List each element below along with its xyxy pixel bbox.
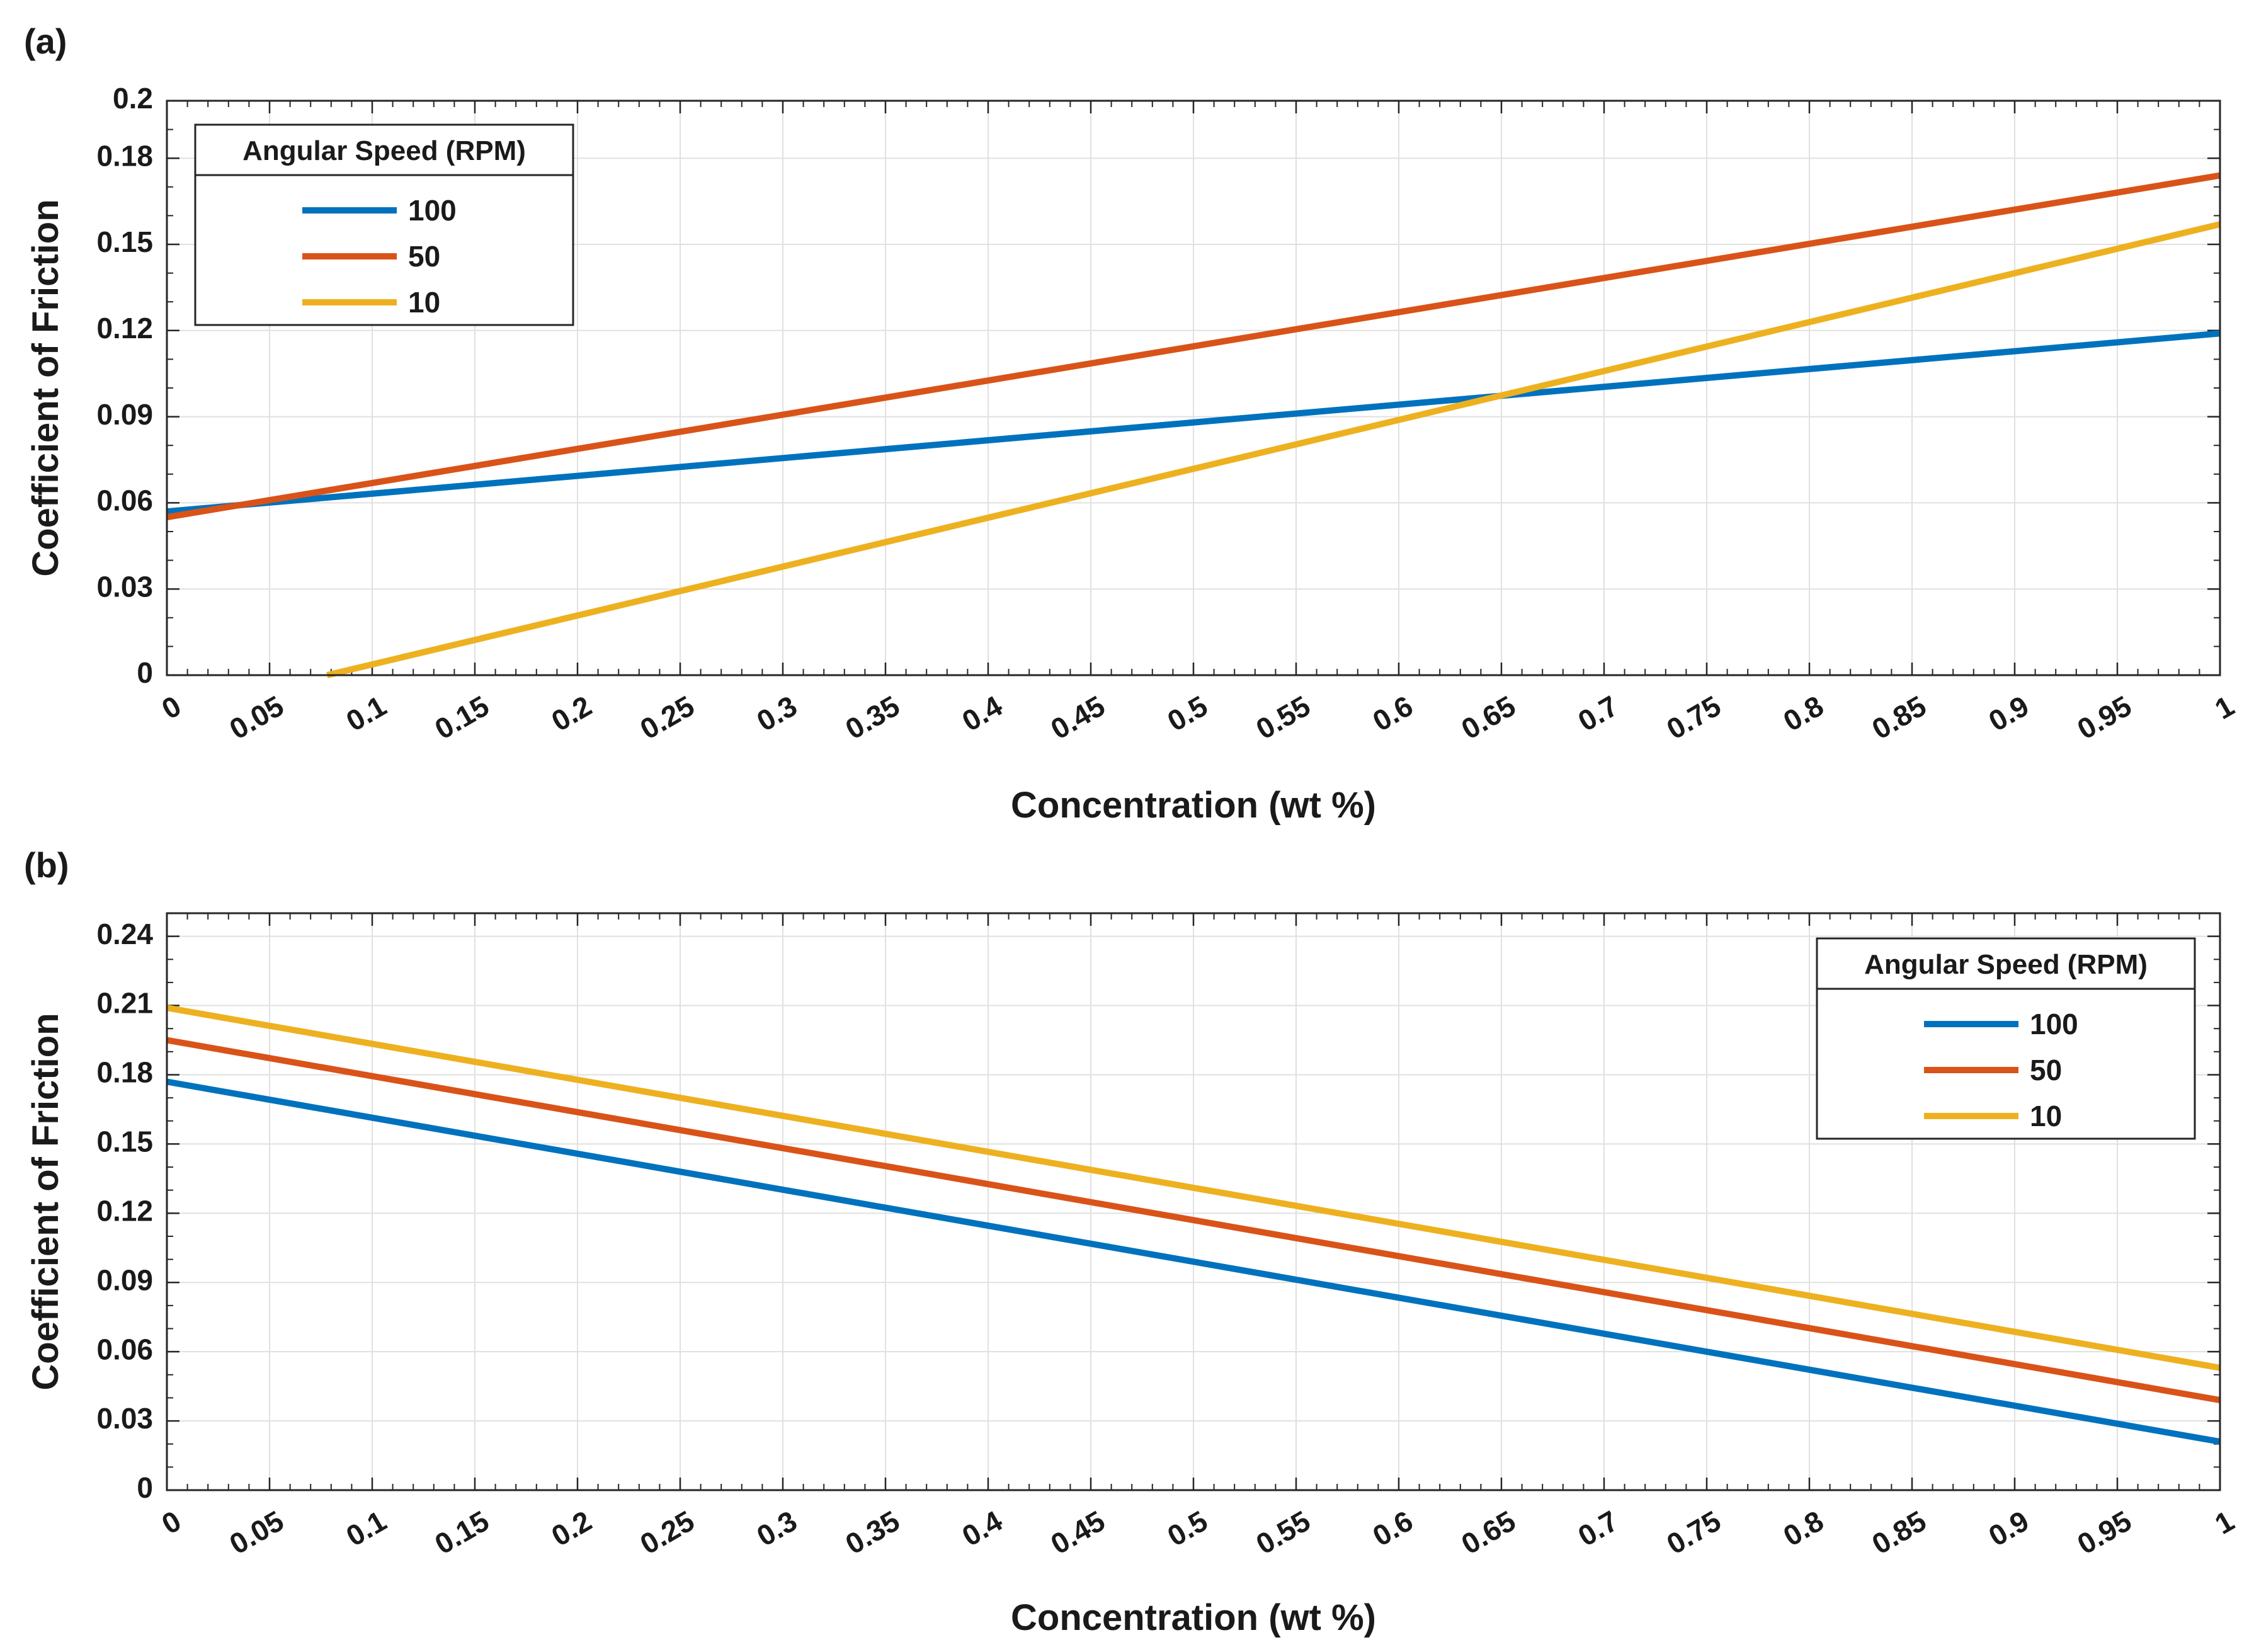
chart-panel-b: (b) 0 0.05 0.1 0.15 0.2 0.25 0.3 0.35 0.4 0.45 0.5 0…	[24, 845, 2240, 1638]
y-tick-label: 0.24	[96, 918, 153, 950]
y-tick-label: 0.12	[96, 1194, 153, 1227]
legend-label-10: 10	[2030, 1100, 2062, 1132]
y-tick-label: 0.2	[113, 82, 153, 115]
x-tick-label: 0.5	[1162, 1504, 1213, 1552]
y-tick-label: 0.03	[96, 570, 153, 603]
legend-label-50: 50	[2030, 1054, 2062, 1086]
legend-label-100: 100	[2030, 1008, 2078, 1040]
x-tick-label: 0.2	[546, 689, 597, 738]
series-line-10-rpm	[326, 221, 2221, 678]
y-tick-label: 0.12	[96, 312, 153, 345]
legend: Angular Speed (RPM) 100 50 10	[194, 123, 574, 326]
x-tick-label: 0.75	[1661, 1504, 1727, 1561]
legend-title: Angular Speed (RPM)	[242, 135, 526, 166]
x-tick-label: 0.35	[840, 689, 906, 746]
series-line-50-rpm	[166, 172, 2221, 521]
y-tick-label: 0.18	[96, 1056, 153, 1089]
legend-label-50: 50	[408, 240, 440, 273]
x-tick-label: 0.55	[1251, 689, 1316, 746]
x-tick-label: 0.95	[2072, 689, 2137, 746]
axes-box	[166, 912, 2221, 1491]
legend-box	[194, 123, 574, 326]
x-tick-label: 0.2	[546, 1504, 597, 1552]
x-tick-label: 0.9	[1983, 1504, 2034, 1552]
x-tick-label: 0	[156, 1504, 186, 1541]
x-tick-label: 0.1	[341, 1504, 392, 1552]
y-tick-label: 0.09	[96, 398, 153, 431]
series-line-100-rpm	[166, 330, 2221, 515]
panel-label: (a)	[24, 21, 67, 61]
x-tick-label: 0.75	[1661, 689, 1727, 746]
legend-title: Angular Speed (RPM)	[1864, 949, 2148, 980]
y-tick-label: 0	[137, 656, 153, 689]
x-tick-label: 1	[2209, 689, 2240, 726]
x-tick-label: 0.4	[957, 689, 1008, 738]
x-tick-label: 0.6	[1367, 1504, 1418, 1552]
y-tick-label: 0.09	[96, 1263, 153, 1296]
x-tick-label: 1	[2209, 1504, 2240, 1541]
y-tick-label: 0.03	[96, 1402, 153, 1435]
x-tick-label: 0.3	[751, 689, 802, 738]
x-tick-label: 0.35	[840, 1504, 906, 1561]
panel-label: (b)	[24, 845, 69, 885]
axes-box	[166, 100, 2221, 676]
legend-label-100: 100	[408, 194, 457, 227]
y-tick-label: 0.15	[96, 1125, 153, 1158]
x-tick-label: 0.25	[635, 689, 700, 746]
x-tick-label: 0.45	[1045, 689, 1111, 746]
x-axis-title: Concentration (wt %)	[1011, 1597, 1376, 1638]
x-tick-label: 0.5	[1162, 689, 1213, 738]
x-tick-label: 0.1	[341, 689, 392, 738]
x-tick-label: 0.7	[1573, 689, 1624, 738]
x-tick-label: 0.4	[957, 1504, 1008, 1552]
legend: Angular Speed (RPM) 100 50 10	[1816, 937, 2196, 1140]
y-tick-label: 0.18	[96, 139, 153, 172]
y-tick-label: 0.06	[96, 484, 153, 517]
y-axis-title: Coefficient of Friction	[25, 1013, 66, 1390]
x-tick-label: 0.05	[224, 689, 290, 746]
series-line-100-rpm	[166, 1078, 2221, 1445]
x-tick-label: 0.65	[1456, 689, 1522, 746]
x-tick-label: 0.85	[1867, 1504, 1932, 1561]
y-axis-title: Coefficient of Friction	[25, 199, 66, 576]
x-tick-label: 0.8	[1778, 689, 1829, 738]
x-tick-label: 0.45	[1045, 1504, 1111, 1561]
x-tick-label: 0.05	[224, 1504, 290, 1561]
y-tick-label: 0.06	[96, 1333, 153, 1365]
series-line-10-rpm	[166, 1005, 2221, 1371]
x-axis-title: Concentration (wt %)	[1011, 785, 1376, 826]
x-tick-label: 0.6	[1367, 689, 1418, 738]
series-line-50-rpm	[166, 1037, 2221, 1404]
x-tick-label: 0	[156, 689, 186, 726]
x-tick-label: 0.85	[1867, 689, 1932, 746]
x-tick-label: 0.95	[2072, 1504, 2137, 1561]
x-tick-label: 0.7	[1573, 1504, 1624, 1552]
x-tick-label: 0.15	[430, 689, 495, 746]
legend-label-10: 10	[408, 286, 440, 319]
y-tick-label: 0.15	[96, 225, 153, 258]
x-tick-label: 0.8	[1778, 1504, 1829, 1552]
x-tick-label: 0.15	[430, 1504, 495, 1561]
y-tick-label: 0	[137, 1471, 153, 1504]
y-tick-label: 0.21	[96, 987, 153, 1020]
x-tick-label: 0.65	[1456, 1504, 1522, 1561]
x-tick-label: 0.3	[751, 1504, 802, 1552]
legend-box	[1816, 937, 2196, 1140]
x-tick-label: 0.25	[635, 1504, 700, 1561]
chart-panel-a: (a) 0 0.05 0.1 0.15 0.2 0.25 0.3 0.35 0.4 0.45 0.5 0…	[24, 21, 2240, 826]
x-tick-label: 0.9	[1983, 689, 2034, 738]
x-tick-label: 0.55	[1251, 1504, 1316, 1561]
